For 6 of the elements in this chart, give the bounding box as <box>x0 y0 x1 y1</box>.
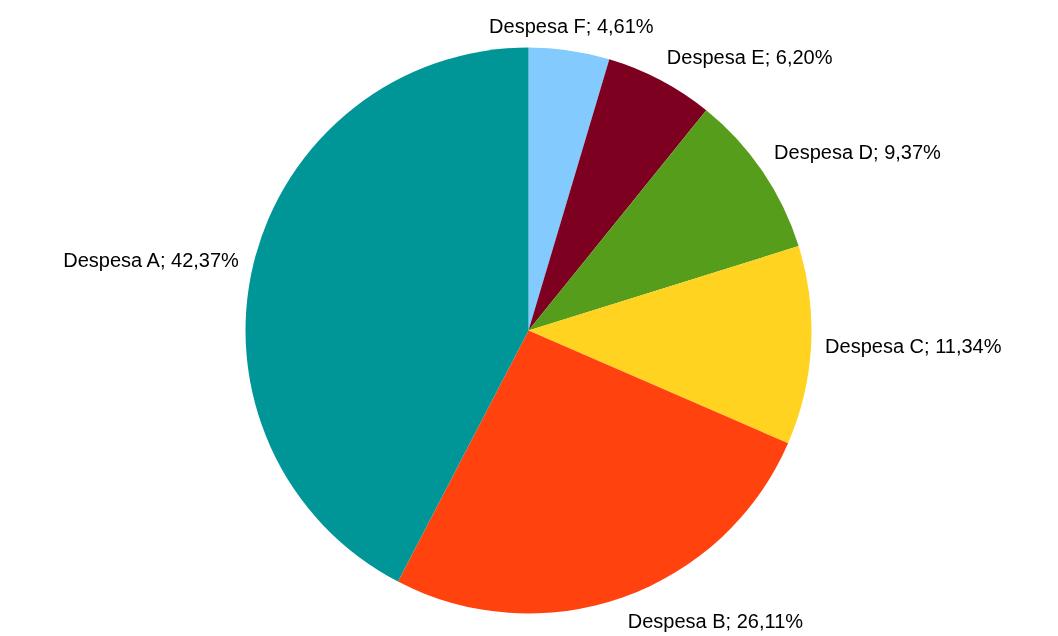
slice-label: Despesa A; 42,37% <box>63 248 240 271</box>
slice-label: Despesa F; 4,61% <box>489 14 654 37</box>
slice-label: Despesa D; 9,37% <box>774 141 942 164</box>
slice-label: Despesa B; 26,11% <box>627 610 804 633</box>
slice-label: Despesa E; 6,20% <box>666 45 833 68</box>
slice-label: Despesa C; 11,34% <box>825 335 1002 358</box>
